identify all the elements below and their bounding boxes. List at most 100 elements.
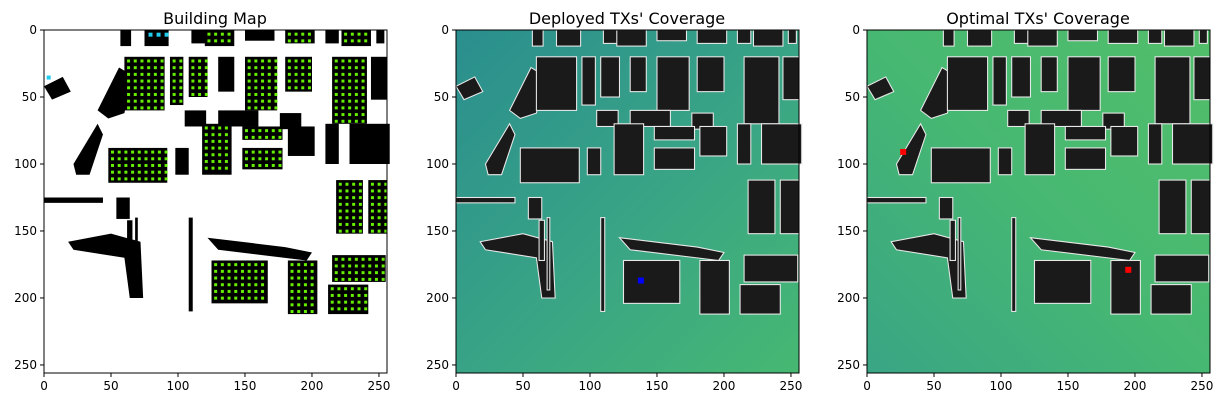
building-marker xyxy=(310,283,314,287)
building-marker xyxy=(338,216,342,220)
building-marker xyxy=(160,79,164,83)
y-tick-label: 150 xyxy=(837,224,860,238)
building-marker xyxy=(214,283,218,287)
building-marker xyxy=(227,276,231,280)
building-marker xyxy=(297,276,301,280)
building-marker xyxy=(381,277,385,281)
building-marker xyxy=(357,32,361,36)
building-marker xyxy=(240,289,244,293)
building-marker xyxy=(341,72,345,76)
building-marker xyxy=(330,300,334,304)
building-marker xyxy=(370,209,374,213)
building-marker xyxy=(251,129,255,133)
y-axis: 0 50 100 150 200 250 xyxy=(426,23,456,372)
building-marker xyxy=(287,66,291,70)
building-marker xyxy=(278,163,282,167)
building-marker xyxy=(218,133,222,137)
building-marker xyxy=(254,59,258,63)
building-marker xyxy=(214,269,218,273)
building-marker xyxy=(204,92,208,96)
building-marker xyxy=(354,92,358,96)
building-marker xyxy=(131,177,135,181)
building-marker xyxy=(124,163,128,167)
building-marker xyxy=(294,39,298,43)
building-marker xyxy=(244,135,248,139)
building-marker xyxy=(244,150,248,154)
building-marker xyxy=(361,277,365,281)
x-tick-label: 50 xyxy=(926,379,941,393)
x-tick-label: 200 xyxy=(301,379,324,393)
building-marker xyxy=(157,163,161,167)
building-marker xyxy=(110,163,114,167)
building-marker xyxy=(261,66,265,70)
building-marker xyxy=(341,66,345,70)
building-marker xyxy=(110,157,114,161)
building-marker xyxy=(334,271,338,275)
building-marker xyxy=(220,283,224,287)
building-marker xyxy=(211,133,215,137)
x-axis: 0 50 100 150 200 250 xyxy=(40,373,390,393)
building-marker xyxy=(303,310,307,314)
building-marker xyxy=(251,135,255,139)
building-marker xyxy=(261,79,265,83)
building-marker xyxy=(261,99,265,103)
building-marker xyxy=(267,92,271,96)
building-marker xyxy=(247,269,251,273)
y-tick-label: 50 xyxy=(22,90,37,104)
x-tick-label: 0 xyxy=(40,379,48,393)
building-marker xyxy=(377,196,381,200)
building-marker xyxy=(265,135,269,139)
building-marker xyxy=(164,177,168,181)
y-tick-label: 100 xyxy=(837,157,860,171)
building-marker xyxy=(271,135,275,139)
building-marker xyxy=(287,79,291,83)
plot-area xyxy=(866,29,1214,373)
building-marker xyxy=(261,263,265,267)
building-marker xyxy=(179,72,183,76)
x-tick-label: 150 xyxy=(646,379,669,393)
building-marker xyxy=(204,139,208,143)
building-marker xyxy=(271,157,275,161)
building-marker xyxy=(274,72,278,76)
y-tick-label: 50 xyxy=(845,90,860,104)
building-marker xyxy=(258,150,262,154)
building-marker xyxy=(307,39,311,43)
building-marker xyxy=(338,196,342,200)
building-marker xyxy=(297,310,301,314)
building-marker xyxy=(364,287,368,291)
building-marker xyxy=(370,222,374,226)
building-marker xyxy=(153,79,157,83)
building-marker xyxy=(348,59,352,63)
building-marker xyxy=(254,92,258,96)
building-marker xyxy=(247,79,251,83)
building-marker xyxy=(350,293,354,297)
building-marker xyxy=(140,79,144,83)
building-marker xyxy=(133,79,137,83)
building-marker-highlight xyxy=(156,32,161,37)
building-marker xyxy=(247,92,251,96)
building-marker xyxy=(337,287,341,291)
building-marker xyxy=(345,182,349,186)
building-marker xyxy=(220,32,224,36)
axes-frame xyxy=(455,29,800,374)
building-marker xyxy=(151,163,155,167)
building-marker xyxy=(144,157,148,161)
building-marker xyxy=(348,264,352,268)
building-marker xyxy=(341,119,345,123)
building-marker xyxy=(361,92,365,96)
building-marker xyxy=(261,296,265,300)
building-marker xyxy=(267,99,271,103)
building-marker xyxy=(133,86,137,90)
building-marker xyxy=(354,72,358,76)
building-marker xyxy=(218,153,222,157)
building-marker xyxy=(358,202,362,206)
building-marker xyxy=(334,66,338,70)
building-marker xyxy=(267,72,271,76)
building-marker xyxy=(330,287,334,291)
building-marker xyxy=(191,79,195,83)
building-marker xyxy=(124,177,128,181)
building-marker xyxy=(220,276,224,280)
building-marker xyxy=(204,153,208,157)
building-marker xyxy=(334,106,338,110)
building-marker xyxy=(172,66,176,70)
